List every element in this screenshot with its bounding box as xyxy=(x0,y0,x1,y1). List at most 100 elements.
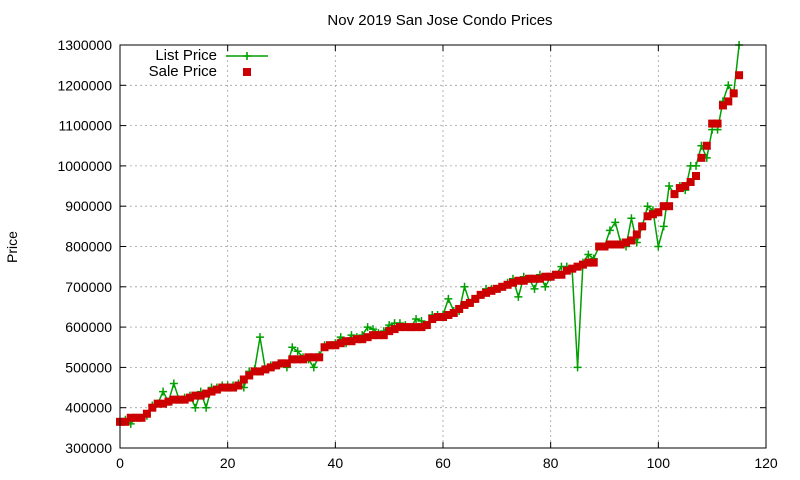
list-price-point xyxy=(605,226,614,235)
sale-price-point xyxy=(471,294,480,303)
sale-price-point xyxy=(605,240,614,249)
sale-price-point xyxy=(557,270,566,279)
sale-price-point xyxy=(724,97,733,106)
sale-price-point xyxy=(729,89,738,98)
list-price-point xyxy=(293,347,302,356)
legend-label-sale-price: Sale Price xyxy=(149,63,217,80)
sale-price-point xyxy=(207,387,216,396)
sale-price-point xyxy=(713,119,722,128)
sale-price-point xyxy=(487,286,496,295)
axis-ticks: 300000 400000 500000 600000 700000 800000 9000… xyxy=(57,37,777,471)
y-tick-label: 700000 xyxy=(65,279,112,295)
sale-price-point xyxy=(541,272,550,281)
sale-price-point xyxy=(153,399,162,408)
sale-price-point xyxy=(401,323,410,332)
sale-price-point xyxy=(659,202,668,211)
sale-price-point xyxy=(498,282,507,291)
list-price-point xyxy=(530,284,539,293)
x-tick-label: 20 xyxy=(220,455,236,471)
sale-price-point xyxy=(239,375,248,384)
list-price-point xyxy=(460,282,469,291)
sale-price-point xyxy=(455,304,464,313)
list-price-point xyxy=(584,250,593,259)
list-price-point xyxy=(202,403,211,412)
sale-price-point xyxy=(374,331,383,340)
sale-price-point xyxy=(702,141,711,150)
sale-price-point xyxy=(185,393,194,402)
sale-price-point xyxy=(121,417,130,426)
sale-price-point xyxy=(218,383,227,392)
sale-price-point xyxy=(347,337,356,346)
list-price-point xyxy=(444,294,453,303)
list-price-point xyxy=(627,214,636,223)
list-price-point xyxy=(659,222,668,231)
sale-price-point xyxy=(223,383,232,392)
sale-price-point xyxy=(126,413,135,422)
list-price-point xyxy=(514,292,523,301)
sale-price-point xyxy=(632,230,641,239)
sale-price-point xyxy=(546,272,555,281)
y-tick-label: 1300000 xyxy=(57,37,112,53)
legend-label-list-price: List Price xyxy=(155,47,217,64)
list-price-point xyxy=(611,218,620,227)
sale-price-point xyxy=(584,258,593,267)
sale-price-point xyxy=(718,101,727,110)
sale-price-point xyxy=(234,381,243,390)
sale-price-point xyxy=(320,343,329,352)
list-price-point xyxy=(159,387,168,396)
list-price-point xyxy=(191,403,200,412)
sale-price-point xyxy=(568,264,577,273)
sale-price-point xyxy=(616,240,625,249)
sale-price-point xyxy=(363,333,372,342)
sale-price-point xyxy=(525,274,534,283)
list-price-point xyxy=(309,363,318,372)
list-price-point xyxy=(573,363,582,372)
sale-price-point xyxy=(315,353,324,362)
sale-price-point xyxy=(476,290,485,299)
sale-price-point xyxy=(622,238,631,247)
legend-marker-list-price xyxy=(243,52,251,60)
sale-price-point xyxy=(191,391,200,400)
sale-price-point xyxy=(444,311,453,320)
sale-price-point xyxy=(422,321,431,330)
x-tick-label: 80 xyxy=(543,455,559,471)
sale-price-point xyxy=(282,359,291,368)
sale-price-point xyxy=(272,361,281,370)
sale-price-point xyxy=(293,355,302,364)
sale-price-point xyxy=(514,276,523,285)
x-tick-label: 40 xyxy=(328,455,344,471)
sale-price-point xyxy=(552,270,561,279)
sale-price-point xyxy=(519,276,528,285)
sale-price-point xyxy=(180,395,189,404)
sale-price-point xyxy=(390,325,399,334)
sale-price-point xyxy=(164,397,173,406)
sale-price-point xyxy=(196,391,205,400)
sale-price-point xyxy=(449,308,458,317)
sale-price-point xyxy=(492,284,501,293)
sale-price-point xyxy=(385,327,394,336)
sale-price-point xyxy=(175,395,184,404)
y-tick-label: 600000 xyxy=(65,319,112,335)
sale-price-point xyxy=(245,371,254,380)
y-tick-label: 900000 xyxy=(65,198,112,214)
sale-price-point xyxy=(562,266,571,275)
sale-price-point xyxy=(573,262,582,271)
list-price-point xyxy=(643,202,652,211)
sale-price-point xyxy=(535,274,544,283)
sale-price-point xyxy=(465,298,474,307)
list-price-point xyxy=(288,343,297,352)
list-price-point xyxy=(412,315,421,324)
x-tick-label: 120 xyxy=(754,455,778,471)
y-tick-label: 1000000 xyxy=(57,158,112,174)
sale-price-point xyxy=(255,367,264,376)
x-tick-label: 100 xyxy=(647,455,671,471)
sale-price-point xyxy=(708,119,717,128)
sale-price-point xyxy=(202,389,211,398)
sale-price-point xyxy=(250,367,259,376)
sale-price-point xyxy=(137,413,146,422)
sale-price-point xyxy=(686,178,695,187)
x-tick-label: 0 xyxy=(116,455,124,471)
sale-price-point xyxy=(428,315,437,324)
sale-price-point xyxy=(395,323,404,332)
sale-price-point xyxy=(142,409,151,418)
